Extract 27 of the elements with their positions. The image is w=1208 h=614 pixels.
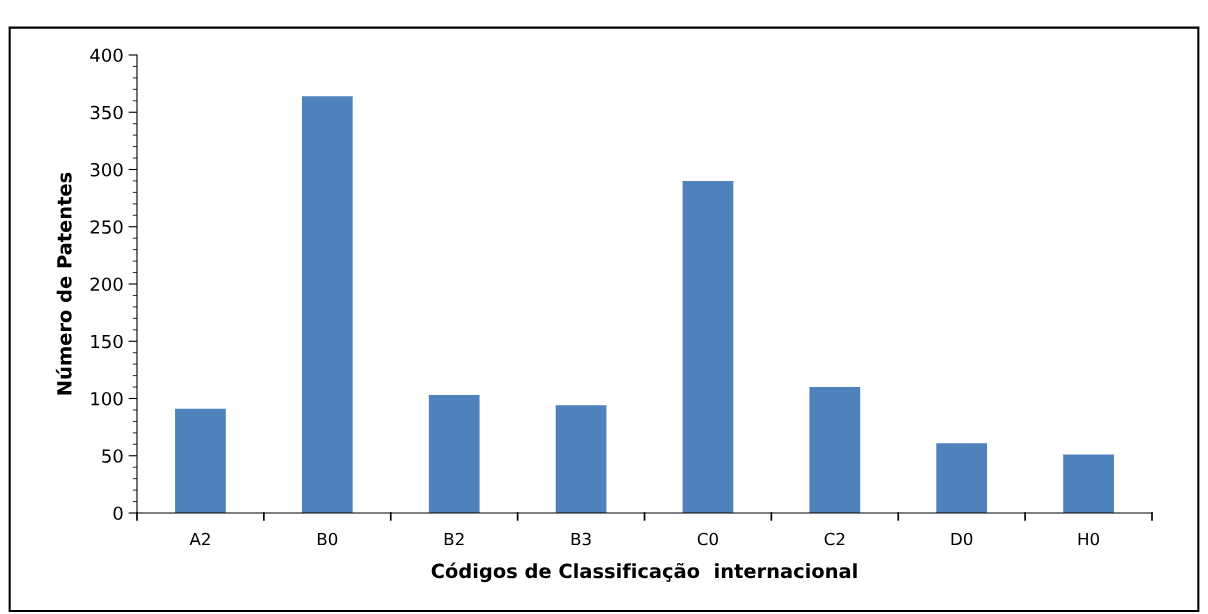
bar [936,443,988,513]
y-tick-label: 250 [90,220,123,234]
x-tick-label: B2 [444,532,464,546]
x-tick-label: H0 [1078,532,1100,546]
x-tick-label: D0 [951,532,973,546]
bar [682,180,734,513]
bar [175,408,226,513]
bar [809,387,861,513]
x-tick-label: B3 [571,532,591,546]
x-tick-label: A2 [189,532,210,546]
x-tick-label: C0 [697,532,718,546]
y-tick-label: 300 [90,162,123,177]
y-axis-title: Número de Patentes [55,172,72,395]
bar [301,96,353,513]
y-tick-label: 0 [113,506,123,521]
x-axis-title: Códigos de Classificação internacional [431,562,857,583]
bar [1063,454,1114,513]
y-tick-label: 100 [91,391,123,406]
y-tick-label: 150 [91,334,123,349]
x-tick-label: C2 [824,532,845,546]
y-tick-label: 200 [90,277,123,292]
bar [428,395,480,513]
bar [555,405,607,513]
y-tick-label: 400 [90,48,123,63]
y-tick-label: 50 [102,449,123,463]
y-tick-label: 350 [90,105,123,120]
x-tick-label: B0 [317,532,338,546]
